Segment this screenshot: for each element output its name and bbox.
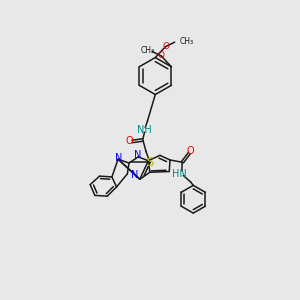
Text: O: O bbox=[157, 51, 164, 60]
Text: N: N bbox=[134, 150, 141, 160]
Text: O: O bbox=[126, 136, 134, 146]
Text: NH: NH bbox=[137, 125, 152, 135]
Text: HN: HN bbox=[172, 169, 187, 179]
Text: O: O bbox=[163, 41, 170, 50]
Text: O: O bbox=[186, 146, 194, 156]
Text: N: N bbox=[115, 153, 123, 164]
Text: CH₃: CH₃ bbox=[140, 46, 154, 55]
Text: CH₃: CH₃ bbox=[179, 37, 194, 46]
Text: S: S bbox=[146, 156, 154, 169]
Text: N: N bbox=[130, 169, 138, 180]
